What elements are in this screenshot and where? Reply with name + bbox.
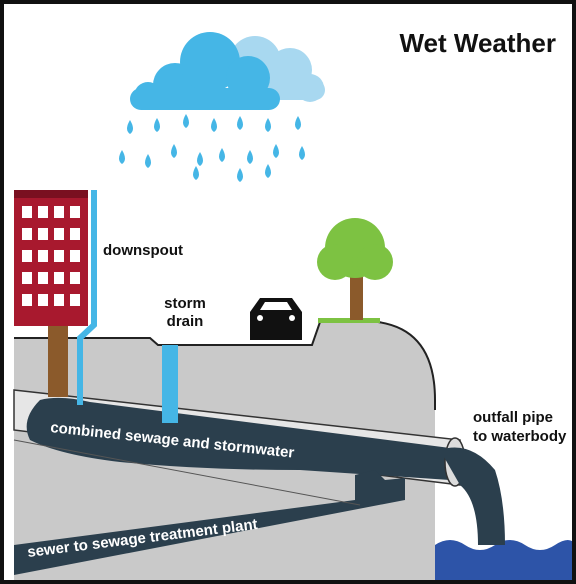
sewer-edge bbox=[13, 439, 361, 506]
raindrop bbox=[237, 116, 243, 130]
window bbox=[38, 228, 48, 240]
window bbox=[54, 206, 64, 218]
window bbox=[54, 228, 64, 240]
window bbox=[70, 228, 80, 240]
raindrop bbox=[171, 144, 177, 158]
outfall-flow bbox=[440, 447, 505, 545]
window bbox=[38, 206, 48, 218]
title: Wet Weather bbox=[399, 28, 556, 58]
window bbox=[70, 206, 80, 218]
raindrop bbox=[127, 120, 133, 134]
raindrop bbox=[183, 114, 189, 128]
window bbox=[54, 294, 64, 306]
outfall-label: to waterbody bbox=[473, 428, 567, 445]
raindrop bbox=[265, 118, 271, 132]
raindrop bbox=[299, 146, 305, 160]
window bbox=[38, 294, 48, 306]
grass bbox=[318, 318, 380, 323]
windows bbox=[22, 206, 80, 306]
tree-trunk bbox=[350, 270, 363, 320]
window bbox=[22, 250, 32, 262]
window bbox=[54, 250, 64, 262]
raindrop bbox=[247, 150, 253, 164]
window bbox=[22, 294, 32, 306]
tree-crown bbox=[317, 218, 393, 280]
window bbox=[22, 272, 32, 284]
window bbox=[70, 272, 80, 284]
raindrops bbox=[119, 114, 305, 182]
building-roof bbox=[14, 190, 88, 198]
ground-outline bbox=[14, 321, 436, 410]
storm-drain-label: drain bbox=[167, 313, 204, 330]
raindrop bbox=[211, 118, 217, 132]
raindrop bbox=[273, 144, 279, 158]
window bbox=[54, 272, 64, 284]
raindrop bbox=[237, 168, 243, 182]
cloud-front bbox=[130, 32, 280, 110]
downspout-pipe bbox=[77, 190, 97, 405]
window bbox=[38, 272, 48, 284]
sewer-pipe bbox=[14, 470, 405, 575]
window bbox=[22, 206, 32, 218]
raindrop bbox=[197, 152, 203, 166]
storm-drain-label: storm bbox=[164, 295, 206, 312]
storm-drain-pipe bbox=[162, 345, 178, 423]
window bbox=[22, 228, 32, 240]
window bbox=[38, 250, 48, 262]
raindrop bbox=[193, 166, 199, 180]
raindrop bbox=[154, 118, 160, 132]
raindrop bbox=[295, 116, 301, 130]
car bbox=[250, 298, 302, 340]
water bbox=[435, 540, 576, 584]
outfall-label: outfall pipe bbox=[473, 409, 553, 426]
raindrop bbox=[145, 154, 151, 168]
building-post bbox=[48, 325, 68, 397]
downspout-label: downspout bbox=[103, 242, 183, 259]
raindrop bbox=[265, 164, 271, 178]
window bbox=[70, 250, 80, 262]
combined-sewage bbox=[26, 397, 451, 480]
raindrop bbox=[119, 150, 125, 164]
raindrop bbox=[219, 148, 225, 162]
window bbox=[70, 294, 80, 306]
